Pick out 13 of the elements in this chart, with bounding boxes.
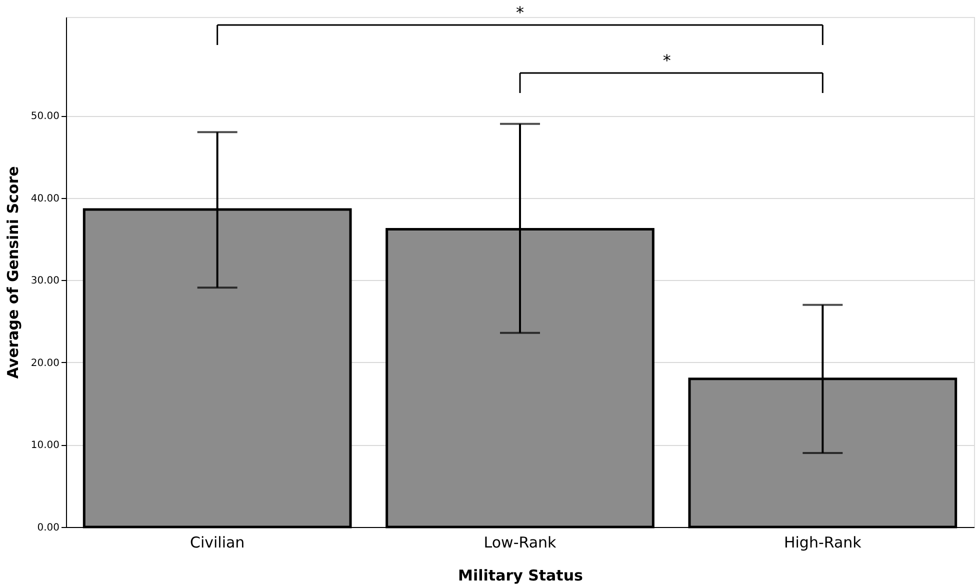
y-tick-label: 10.00: [30, 440, 60, 452]
annotation: *: [516, 3, 524, 22]
y-tick-label: 40.00: [30, 193, 60, 204]
x-tick-label: High-Rank: [784, 534, 862, 552]
y-tick-label: 0.00: [37, 522, 60, 534]
annotation: *: [662, 51, 671, 70]
x-axis-title: Military Status: [458, 566, 584, 584]
x-tick-label: Civilian: [190, 534, 245, 552]
y-tick-label: 20.00: [30, 358, 60, 369]
y-tick-label: 30.00: [30, 276, 60, 287]
x-tick-label: Low-Rank: [484, 534, 557, 552]
y-axis-title: Average of Gensini Score: [4, 166, 22, 379]
y-tick-label: 50.00: [30, 111, 60, 122]
